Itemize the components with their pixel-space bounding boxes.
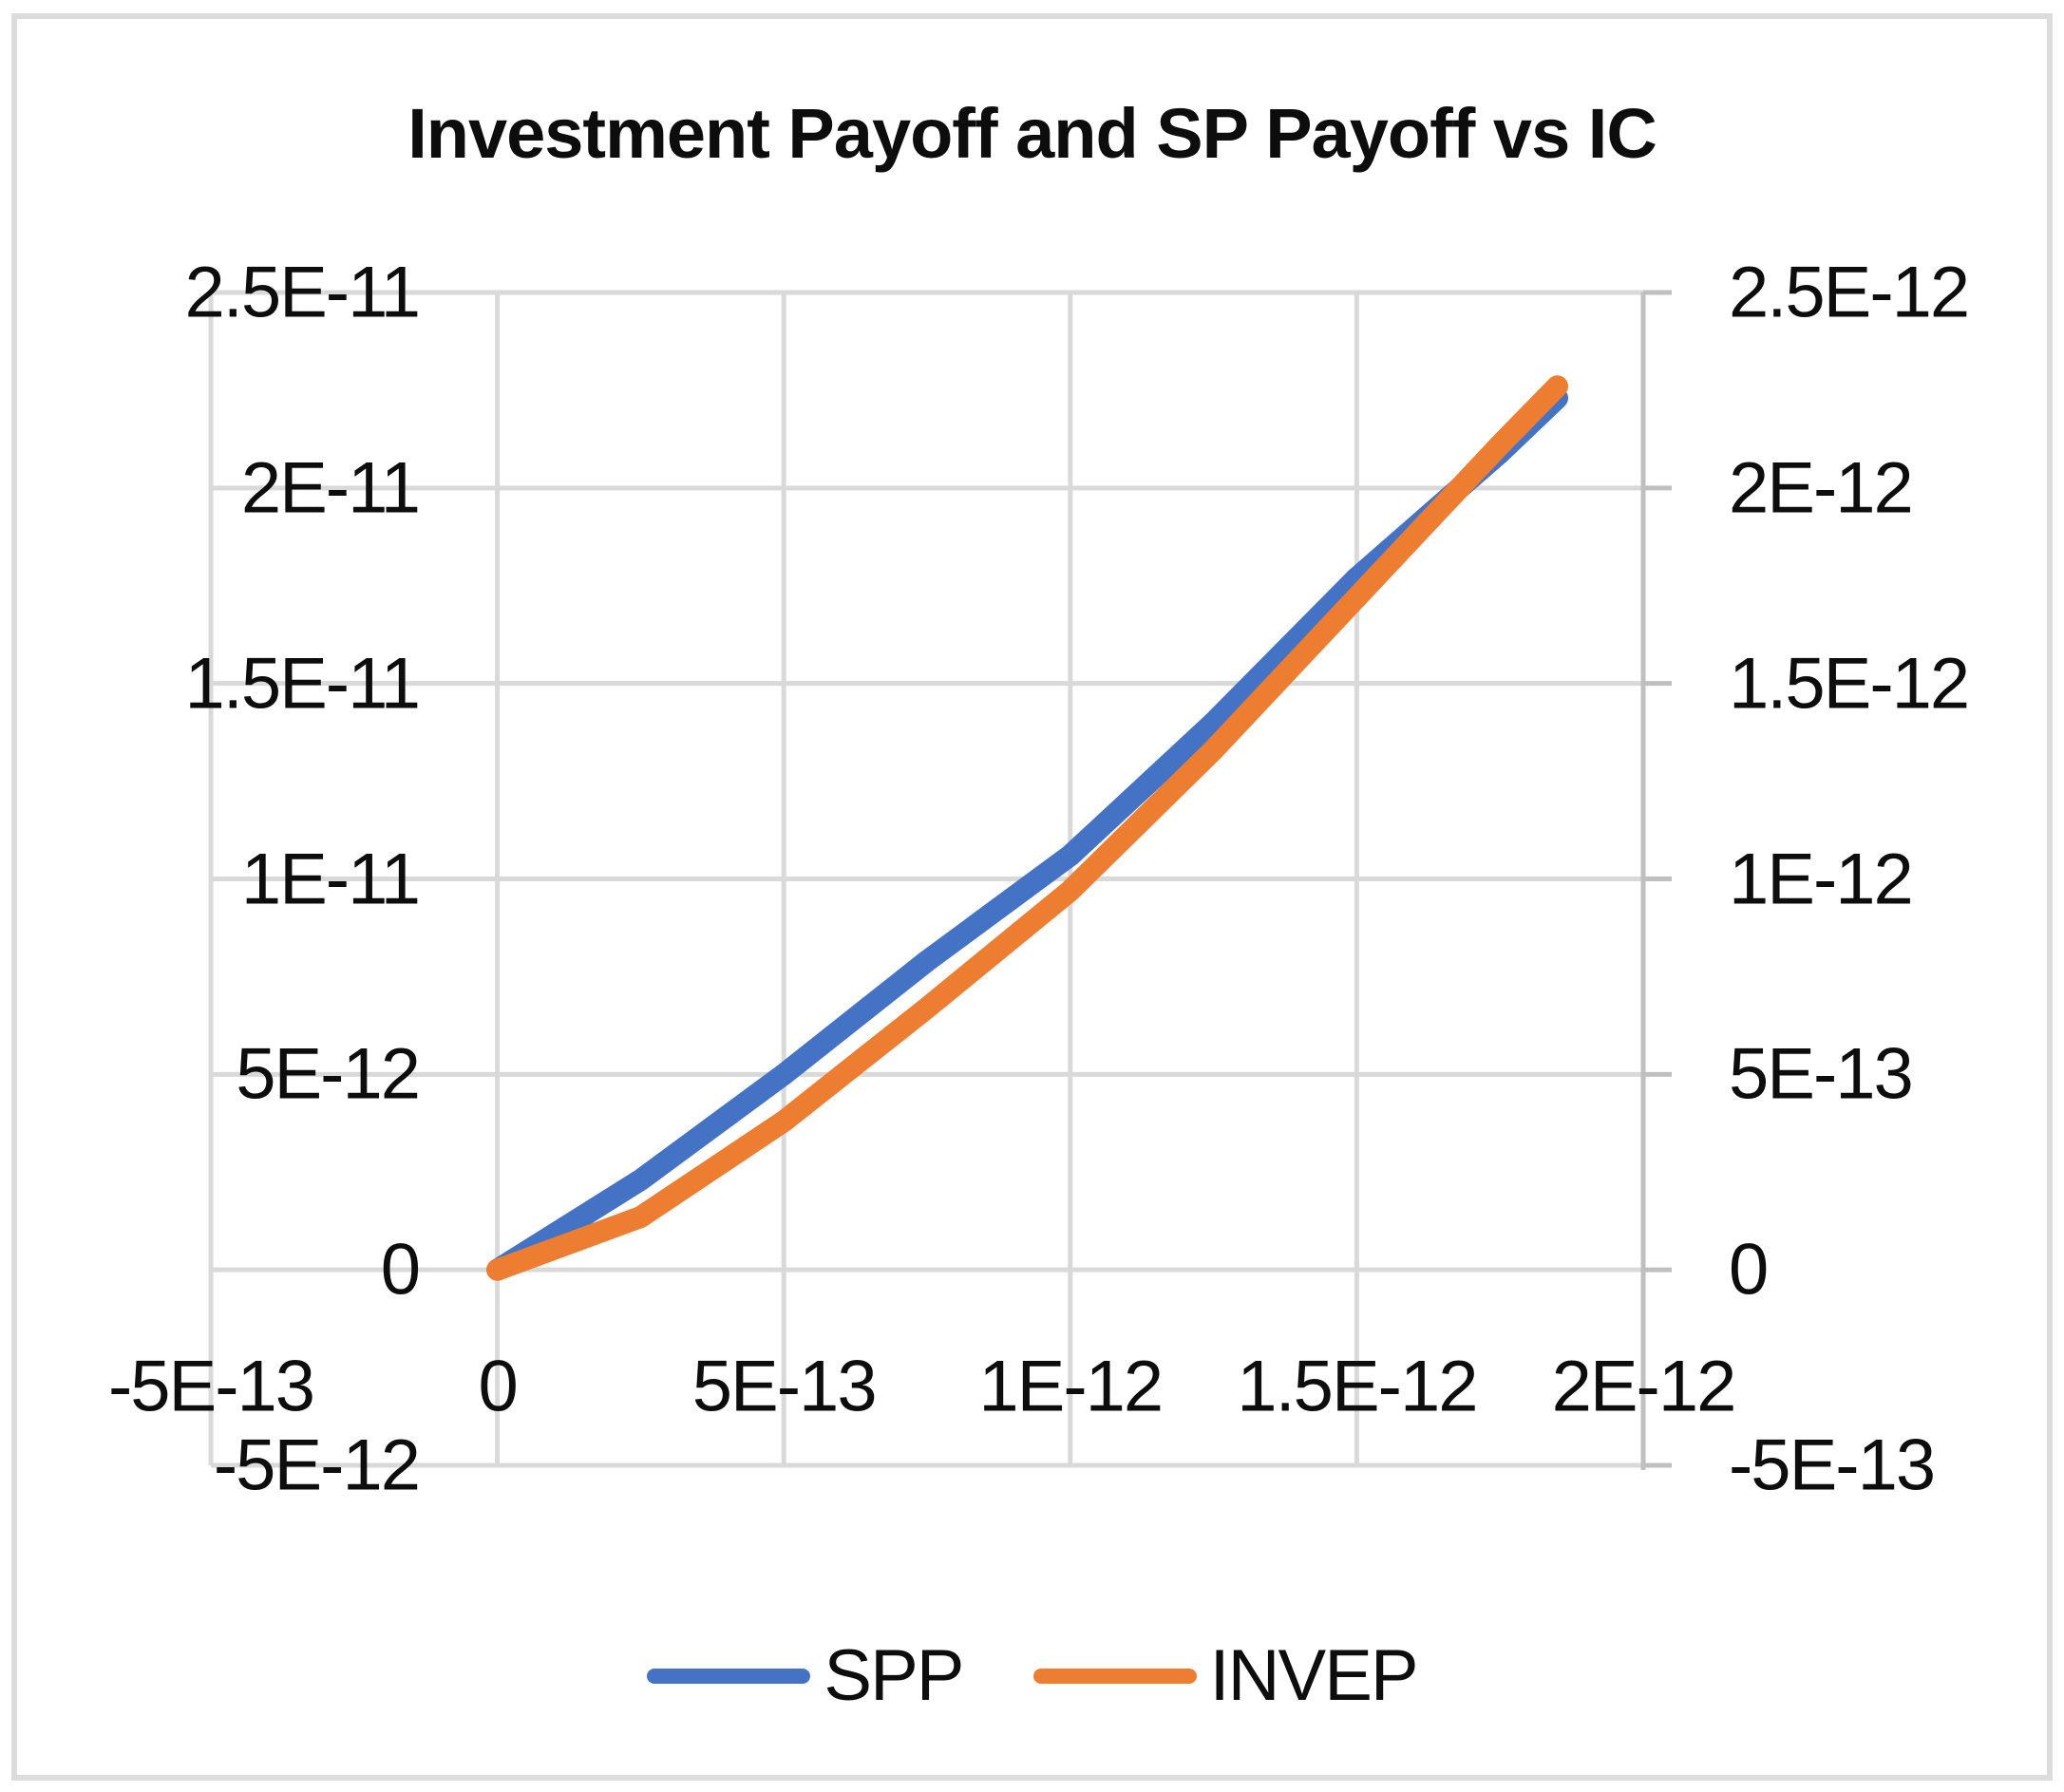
left-y-axis-tick-label: 1E-11 (240, 839, 421, 919)
left-y-axis-tick-label: 5E-12 (236, 1033, 421, 1115)
left-y-axis-tick-label: -5E-12 (213, 1424, 421, 1506)
left-y-axis-tick-label: 0 (380, 1229, 421, 1311)
invep-line-swatch (1032, 1669, 1197, 1684)
right-y-axis-tick-label: 5E-13 (1729, 1033, 1914, 1115)
legend-entry-spp: SPP (647, 1635, 965, 1716)
left-y-axis-tick-label: 2E-11 (240, 447, 421, 529)
right-y-axis-tick-label: 0 (1729, 1229, 1769, 1311)
right-y-axis-tick-label: 1.5E-12 (1729, 643, 1970, 725)
spp-line-swatch (647, 1669, 811, 1684)
x-axis-tick-label: -5E-13 (107, 1346, 315, 1427)
legend-entry-invep: INVEP (1032, 1635, 1419, 1716)
chart-border (11, 13, 2053, 1781)
spp-curve (486, 387, 1569, 1281)
left-y-axis-tick-label: 2.5E-11 (184, 252, 421, 333)
x-axis-tick-label: 5E-13 (691, 1346, 878, 1427)
right-y-axis-tick-label: 2.5E-12 (1729, 252, 1970, 333)
right-y-axis-tick-label: 1E-12 (1729, 839, 1914, 919)
x-axis-tick-label: 1.5E-12 (1237, 1346, 1478, 1427)
x-axis-tick-label: 1E-12 (978, 1346, 1164, 1427)
chart-title: Investment Payoff and SP Payoff vs IC (407, 94, 1657, 173)
legend-label-invep: INVEP (1209, 1635, 1419, 1716)
invep-curve (486, 375, 1569, 1281)
right-y-axis-tick-label: -5E-13 (1729, 1424, 1936, 1506)
x-axis-tick-label: 2E-12 (1551, 1346, 1737, 1427)
legend-label-spp: SPP (824, 1635, 964, 1716)
right-y-axis-tick-label: 2E-12 (1729, 447, 1914, 529)
x-axis-tick-label: 0 (478, 1346, 518, 1427)
chart-legend: SPP INVEP (0, 1640, 2064, 1712)
left-y-axis-tick-label: 1.5E-11 (184, 643, 421, 725)
